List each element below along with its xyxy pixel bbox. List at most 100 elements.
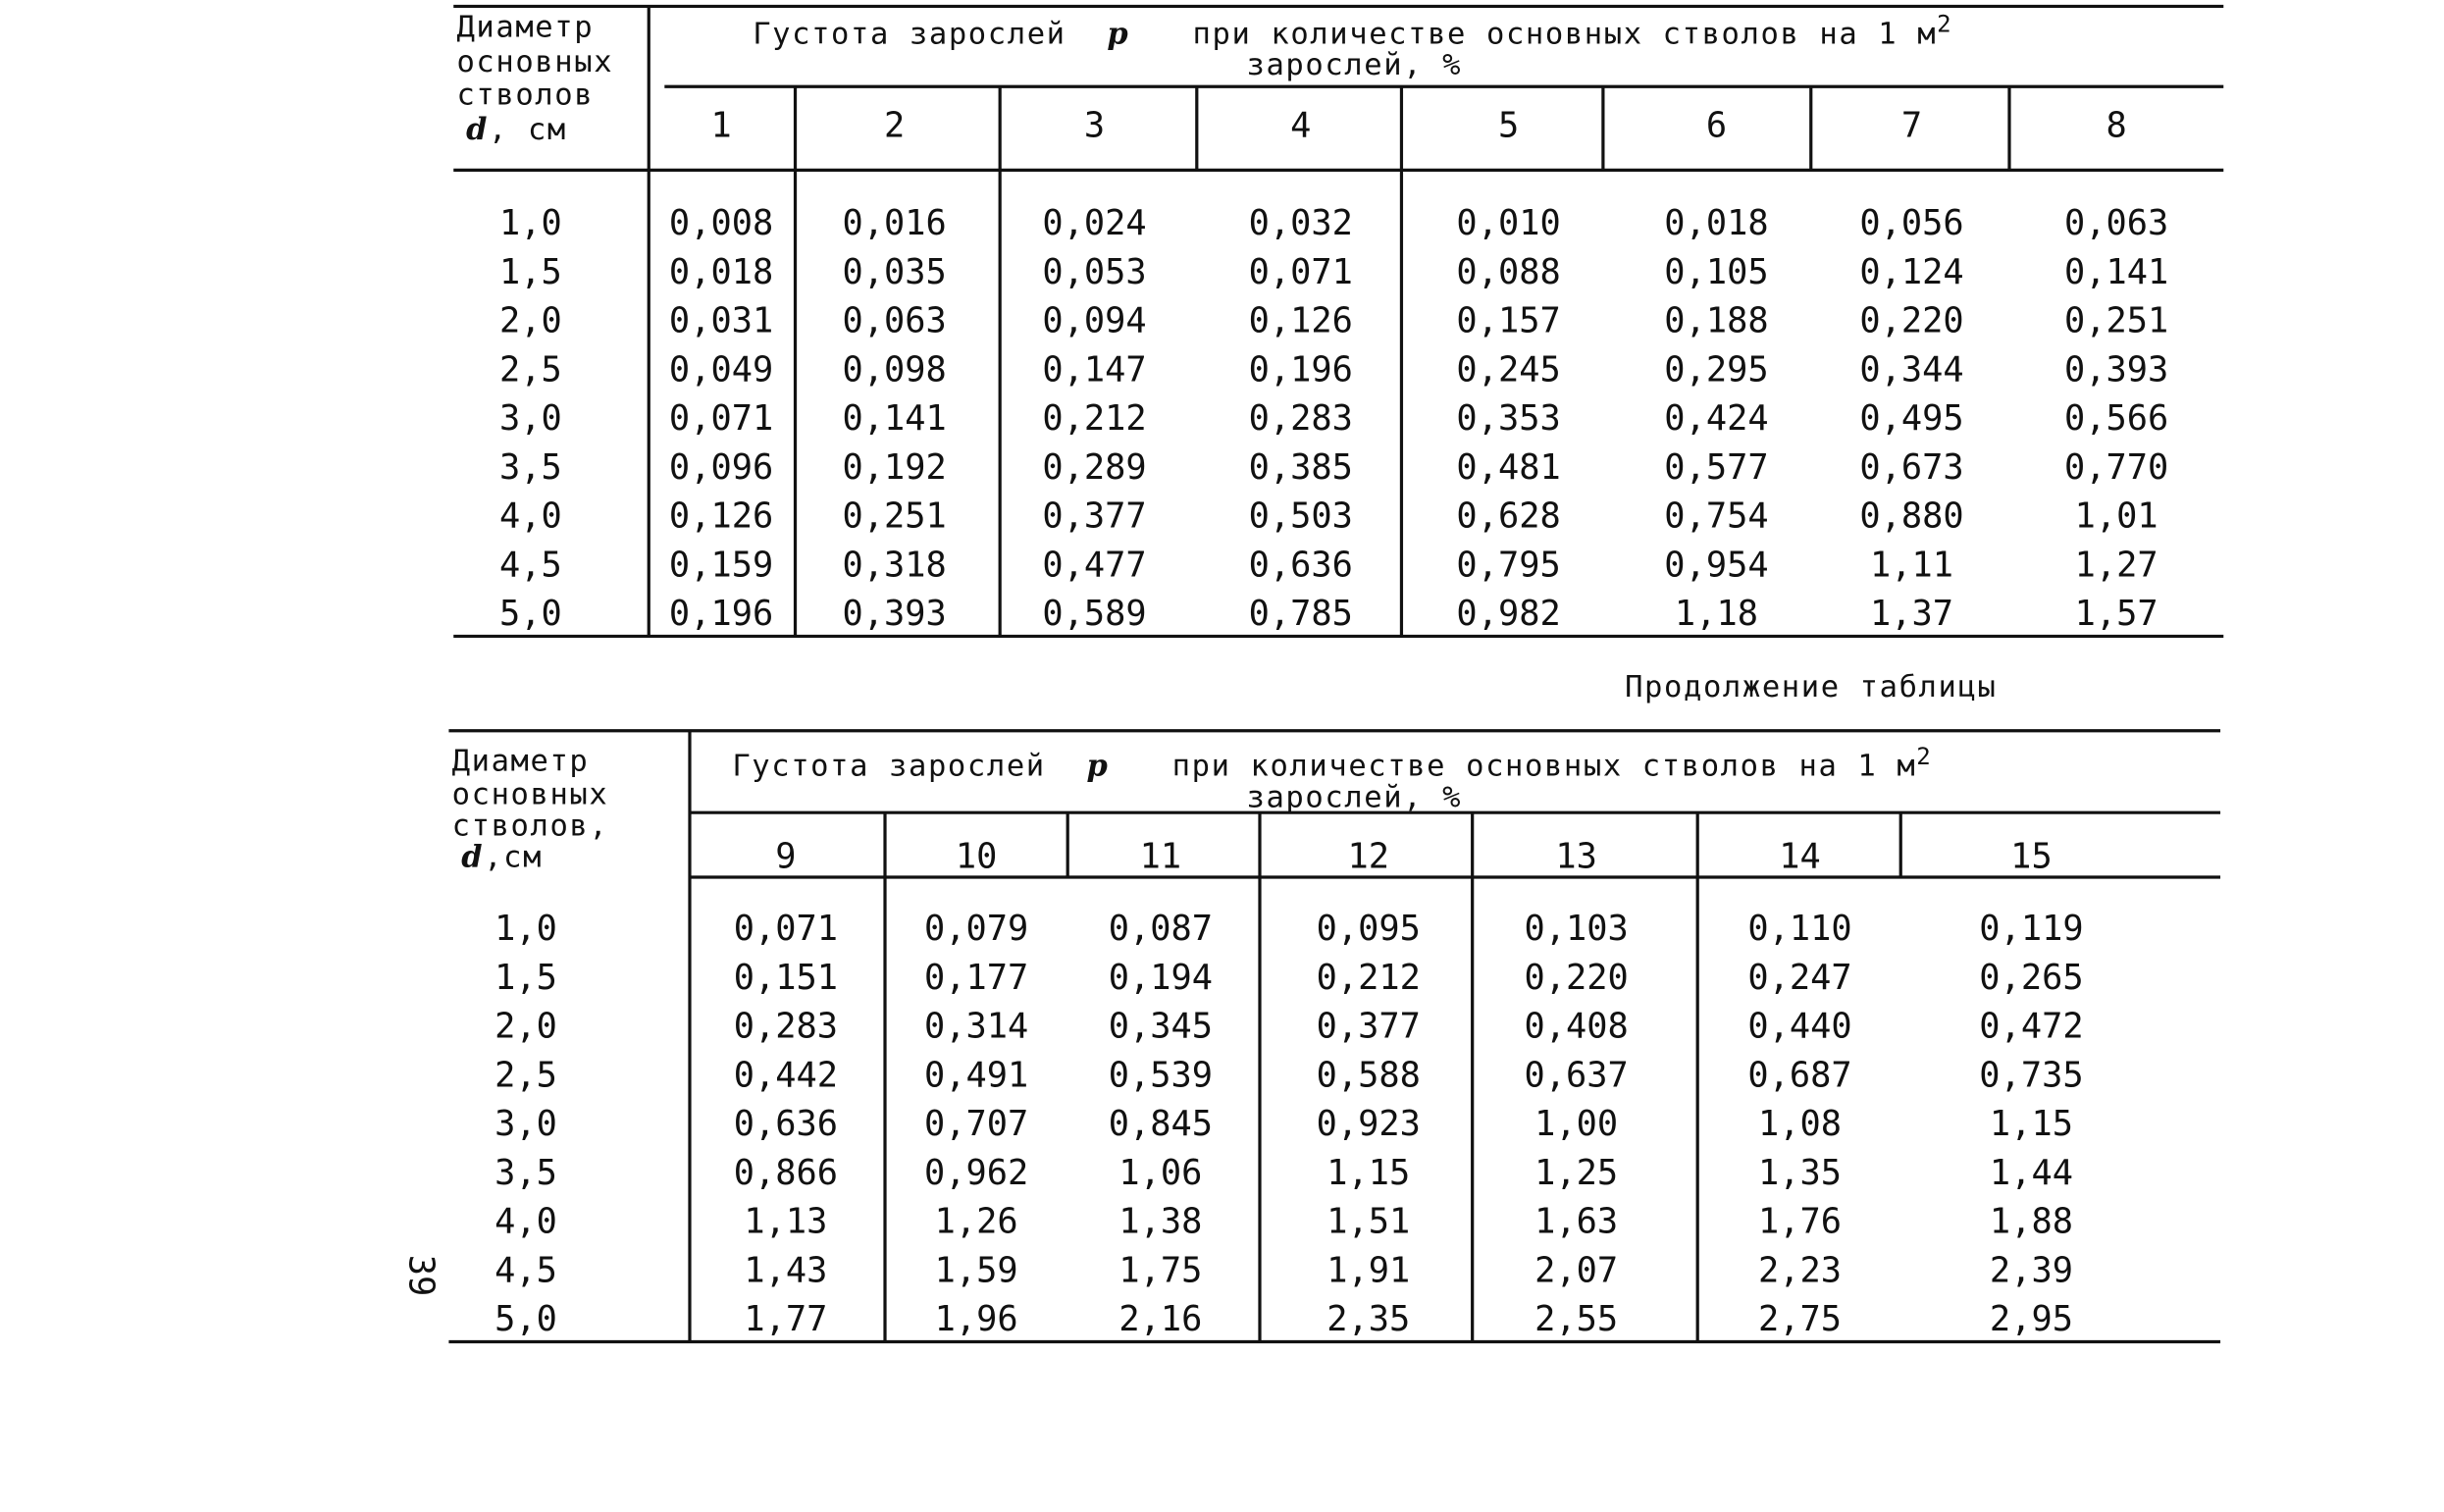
stub-header-line: стволов, (451, 808, 609, 844)
column-number: 8 (2106, 107, 2127, 147)
cell: 0,588 (1316, 1056, 1421, 1097)
cell: 0,440 (1747, 1008, 1852, 1048)
cell: 0,192 (842, 448, 947, 489)
cell: 0,314 (923, 1008, 1029, 1048)
column-number: 1 (710, 107, 732, 147)
cell: 1,18 (1674, 595, 1758, 635)
cell: 0,177 (923, 959, 1029, 999)
group-header-line2: зарослей, % (1246, 50, 1462, 80)
group-header-text: при количестве основных стволов на 1 м (1171, 749, 1917, 784)
cell: 0,141 (842, 399, 947, 440)
cell: 1,01 (2074, 497, 2158, 538)
group-header-line2: зарослей, % (1246, 783, 1462, 812)
cell: 0,018 (1664, 204, 1769, 244)
column-number: 10 (955, 837, 998, 877)
row-diameter: 3,5 (494, 1154, 557, 1194)
stub-header-line: стволов (456, 78, 595, 113)
column-number: 15 (2010, 837, 2053, 877)
cell: 0,442 (733, 1056, 839, 1097)
group-header: Густота зарослей p при количестве основных… (753, 13, 1952, 49)
group-header-text: Густота зарослей (732, 749, 1046, 784)
row-diameter: 3,0 (494, 1105, 557, 1145)
cell: 0,344 (1859, 350, 1964, 391)
symbol-p: p (1086, 749, 1110, 784)
stub-header-line: Диаметр (451, 744, 590, 779)
cell: 0,491 (923, 1056, 1029, 1097)
cell: 0,049 (668, 350, 774, 391)
cell: 0,159 (668, 546, 774, 587)
column-number: 4 (1290, 107, 1312, 147)
cell: 0,016 (842, 204, 947, 244)
stub-header-line: основных (451, 777, 609, 812)
cell: 0,157 (1456, 302, 1561, 342)
cell: 1,11 (1869, 546, 1953, 587)
cell: 0,094 (1042, 302, 1147, 342)
column-number: 3 (1083, 107, 1106, 147)
row-diameter: 5,0 (494, 1300, 557, 1340)
unit-text: , см (489, 112, 567, 148)
cell: 0,126 (668, 497, 774, 538)
cell: 0,866 (733, 1154, 839, 1194)
cell: 2,35 (1326, 1300, 1411, 1340)
stub-header-line: основных (456, 44, 614, 80)
cell: 0,845 (1108, 1105, 1214, 1145)
cell: 0,063 (842, 302, 947, 342)
cell: 1,51 (1326, 1203, 1411, 1243)
group-header-text: при количестве основных стволов на 1 м (1192, 17, 1938, 52)
cell: 0,982 (1456, 595, 1561, 635)
group-header-text: Густота зарослей (753, 17, 1066, 52)
cell: 0,735 (1979, 1056, 2084, 1097)
cell: 1,15 (1989, 1105, 2073, 1145)
cell: 2,95 (1989, 1300, 2073, 1340)
cell: 0,247 (1747, 959, 1852, 999)
row-diameter: 4,0 (494, 1203, 557, 1243)
cell: 1,25 (1534, 1154, 1619, 1194)
cell: 0,063 (2063, 204, 2169, 244)
cell: 0,196 (668, 595, 774, 635)
cell: 0,770 (2063, 448, 2169, 489)
stub-header-line: Диаметр (456, 10, 595, 45)
page-number: 39 (399, 1254, 440, 1297)
cell: 0,053 (1042, 253, 1147, 293)
cell: 2,07 (1534, 1251, 1619, 1292)
cell: 0,795 (1456, 546, 1561, 587)
row-diameter: 4,5 (494, 1251, 557, 1292)
cell: 0,962 (923, 1154, 1029, 1194)
cell: 0,377 (1042, 497, 1147, 538)
row-diameter: 1,0 (498, 204, 562, 244)
cell: 0,105 (1664, 253, 1769, 293)
column-number: 2 (884, 107, 906, 147)
cell: 2,39 (1989, 1251, 2073, 1292)
cell: 0,923 (1316, 1105, 1421, 1145)
cell: 0,103 (1524, 910, 1629, 950)
cell: 1,44 (1989, 1154, 2073, 1194)
group-header-text: зарослей, % (1246, 780, 1463, 815)
cell: 1,38 (1118, 1203, 1203, 1243)
cell: 0,124 (1859, 253, 1964, 293)
cell: 1,27 (2074, 546, 2158, 587)
cell: 0,188 (1664, 302, 1769, 342)
cell: 0,220 (1859, 302, 1964, 342)
stub-header-unit: d, см (466, 112, 567, 148)
row-diameter: 2,5 (498, 350, 562, 391)
cell: 0,481 (1456, 448, 1561, 489)
cell: 1,88 (1989, 1203, 2073, 1243)
cell: 1,26 (934, 1203, 1018, 1243)
cell: 0,079 (923, 910, 1029, 950)
cell: 1,59 (934, 1251, 1018, 1292)
cell: 0,377 (1316, 1008, 1421, 1048)
cell: 1,35 (1757, 1154, 1843, 1194)
row-diameter: 3,5 (498, 448, 562, 489)
cell: 0,110 (1747, 910, 1852, 950)
cell: 1,63 (1534, 1203, 1619, 1243)
cell: 0,018 (668, 253, 774, 293)
row-diameter: 2,0 (498, 302, 562, 342)
cell: 0,687 (1747, 1056, 1852, 1097)
cell: 0,031 (668, 302, 774, 342)
cell: 0,008 (668, 204, 774, 244)
column-number: 13 (1555, 837, 1597, 877)
cell: 0,087 (1108, 910, 1214, 950)
cell: 0,024 (1042, 204, 1147, 244)
cell: 0,119 (1979, 910, 2084, 950)
cell: 1,08 (1757, 1105, 1843, 1145)
